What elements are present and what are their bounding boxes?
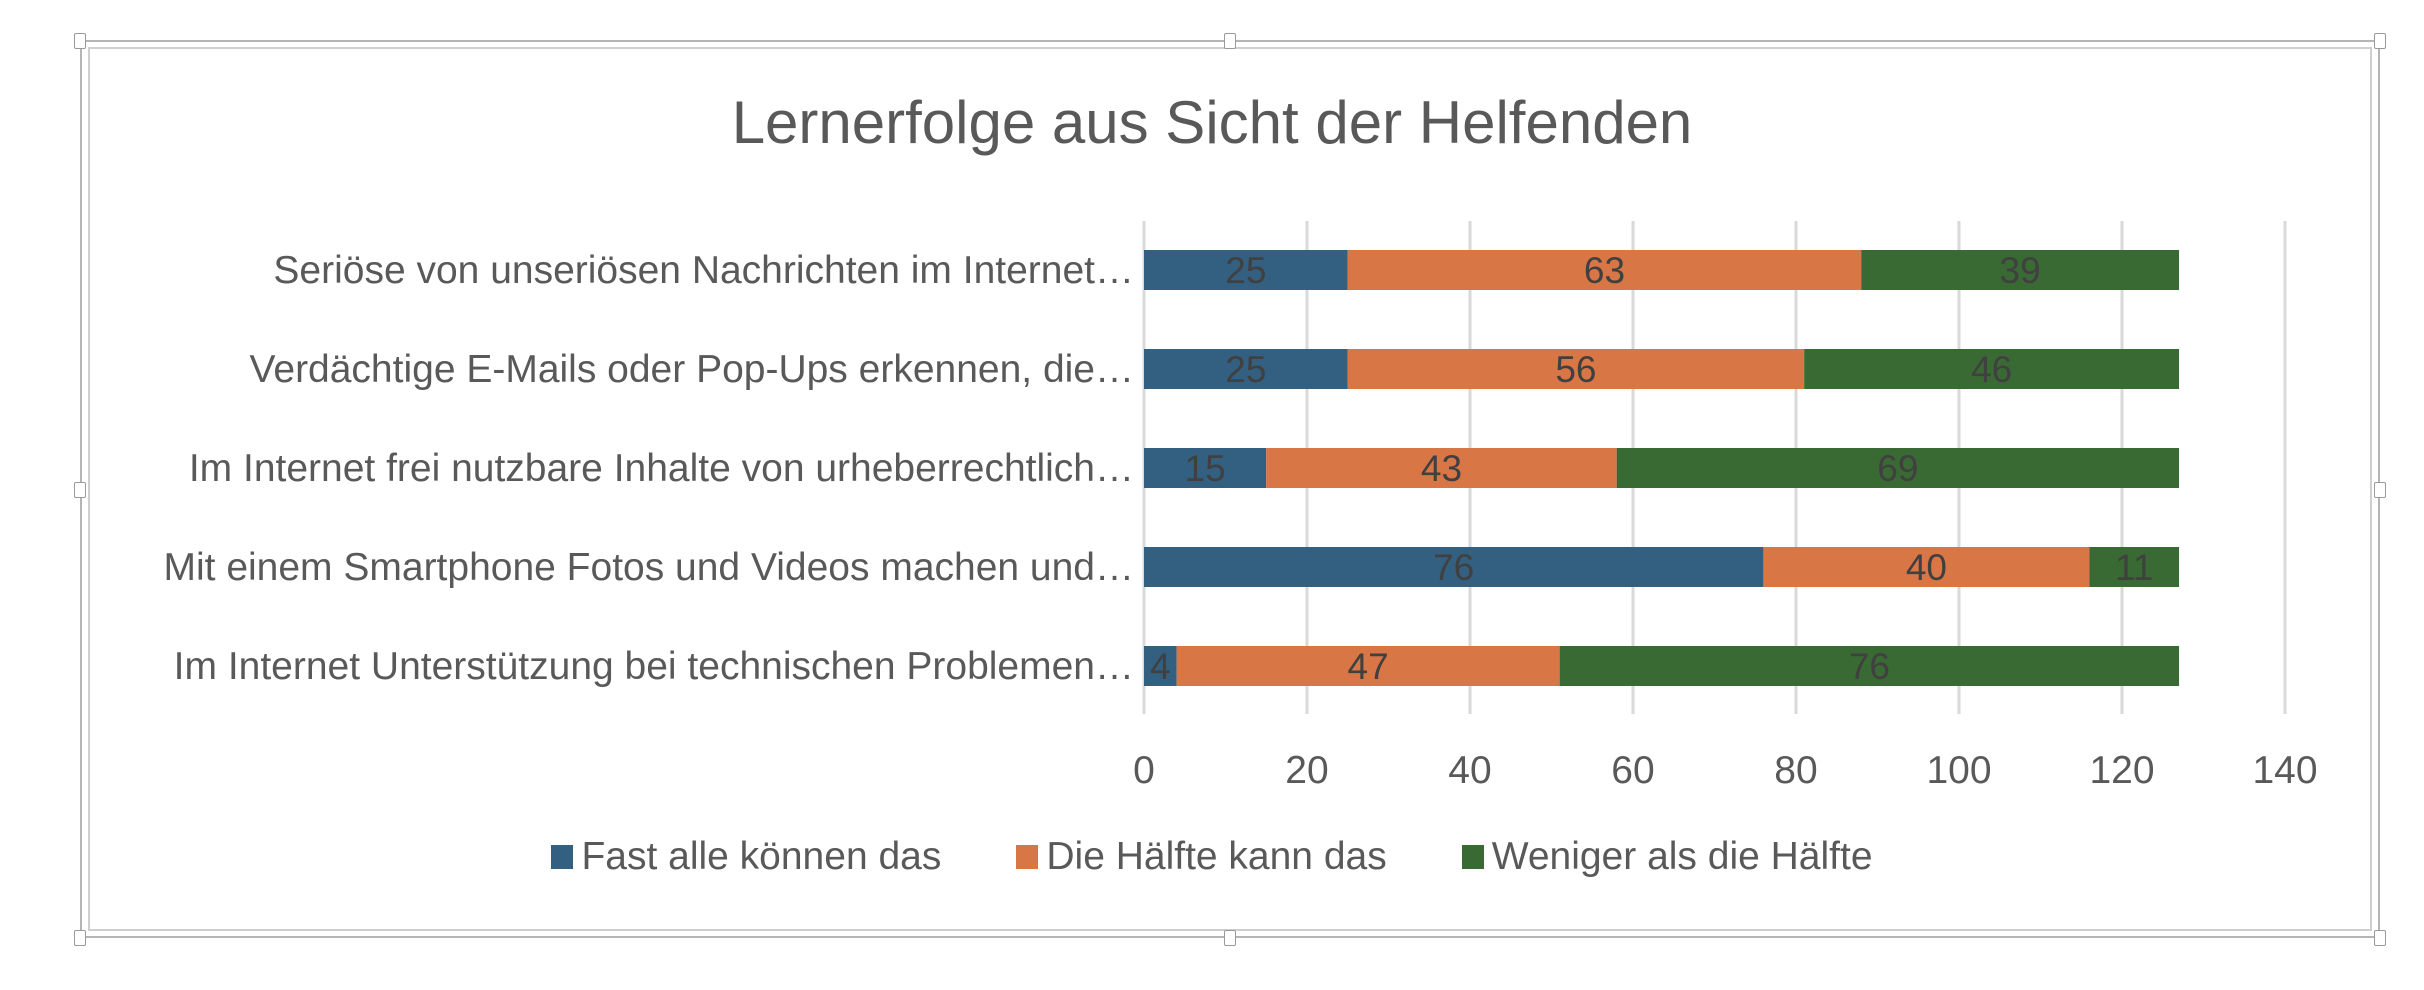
bar-segment[interactable] <box>1347 250 1862 290</box>
data-label: 76 <box>1849 646 1890 687</box>
category-label: Seriöse von unseriösen Nachrichten im In… <box>273 249 1134 292</box>
bar-segment[interactable] <box>2089 547 2180 587</box>
bar-segment[interactable] <box>1266 448 1617 488</box>
x-tick-label: 60 <box>1611 749 1654 792</box>
data-label: 47 <box>1348 646 1389 687</box>
legend-item-fast-alle[interactable]: Fast alle können das <box>551 835 941 879</box>
x-tick-label: 0 <box>1133 749 1155 792</box>
data-label: 69 <box>1877 448 1918 489</box>
data-label: 43 <box>1421 448 1462 489</box>
x-tick-label: 20 <box>1285 749 1328 792</box>
legend-label: Die Hälfte kann das <box>1046 835 1387 878</box>
data-label: 56 <box>1555 349 1596 390</box>
bar-segment[interactable] <box>1804 349 2180 389</box>
legend-label: Weniger als die Hälfte <box>1491 835 1873 878</box>
data-label: 46 <box>1971 349 2012 390</box>
data-label: 40 <box>1906 547 1947 588</box>
resize-handle-bottom-right[interactable] <box>2374 930 2386 946</box>
bar-segment[interactable] <box>1347 349 1805 389</box>
bar-segment[interactable] <box>1144 448 1267 488</box>
bar-segment[interactable] <box>1144 250 1348 290</box>
resize-handle-top-right[interactable] <box>2374 33 2386 49</box>
data-label: 63 <box>1584 250 1625 291</box>
resize-handle-bottom-center[interactable] <box>1224 930 1236 946</box>
resize-handle-top-left[interactable] <box>74 33 86 49</box>
data-label: 11 <box>2115 547 2153 588</box>
category-label: Im Internet Unterstützung bei technische… <box>174 645 1134 688</box>
x-tick-label: 40 <box>1448 749 1491 792</box>
legend-item-weniger[interactable]: Weniger als die Hälfte <box>1461 835 1873 879</box>
legend-swatch <box>1461 845 1484 869</box>
x-tick-label: 100 <box>1926 749 1991 792</box>
bar-segment[interactable] <box>1144 547 1764 587</box>
bar-segment[interactable] <box>1176 646 1560 686</box>
data-label: 15 <box>1185 448 1226 489</box>
resize-handle-top-center[interactable] <box>1224 33 1236 49</box>
data-label: 76 <box>1433 547 1474 588</box>
legend: Fast alle können das Die Hälfte kann das… <box>0 835 2424 879</box>
category-label: Mit einem Smartphone Fotos und Videos ma… <box>164 546 1135 589</box>
legend-swatch <box>551 845 574 869</box>
legend-item-die-haelfte[interactable]: Die Hälfte kann das <box>1016 835 1387 879</box>
x-tick-label: 140 <box>2252 749 2317 792</box>
data-label: 25 <box>1225 250 1266 291</box>
bar-segment[interactable] <box>1763 547 2090 587</box>
x-tick-label: 120 <box>2089 749 2154 792</box>
bar-segment[interactable] <box>1144 349 1348 389</box>
resize-handle-middle-right[interactable] <box>2374 482 2386 498</box>
bar-segment[interactable] <box>1144 646 1177 686</box>
category-label: Verdächtige E-Mails oder Pop-Ups erkenne… <box>250 348 1134 391</box>
bar-segment[interactable] <box>1559 646 2180 686</box>
data-label: 25 <box>1225 349 1266 390</box>
chart-title: Lernerfolge aus Sicht der Helfenden <box>731 89 1693 156</box>
resize-handle-middle-left[interactable] <box>74 482 86 498</box>
legend-label: Fast alle können das <box>581 835 942 878</box>
bar-segment[interactable] <box>1616 448 2180 488</box>
category-label: Im Internet frei nutzbare Inhalte von ur… <box>189 447 1134 490</box>
legend-swatch <box>1016 845 1039 869</box>
x-tick-label: 80 <box>1774 749 1817 792</box>
resize-handle-bottom-left[interactable] <box>74 930 86 946</box>
data-label: 4 <box>1150 646 1171 687</box>
data-label: 39 <box>2000 250 2041 291</box>
bar-segment[interactable] <box>1861 250 2180 290</box>
